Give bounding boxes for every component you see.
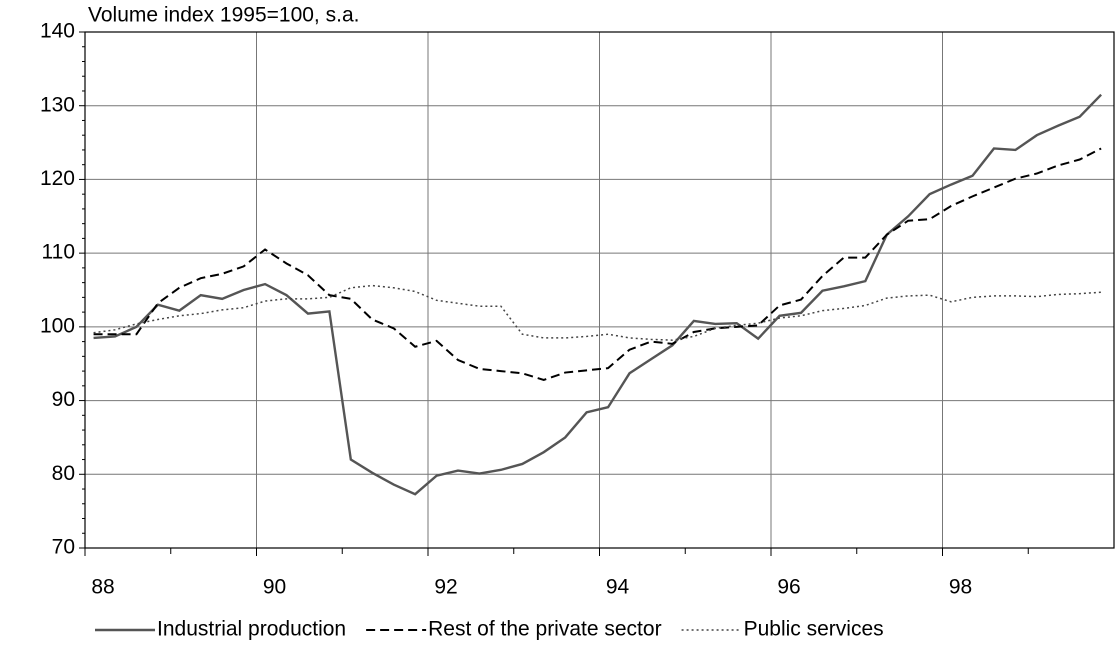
- y-tick-label: 110: [42, 241, 75, 264]
- y-tick-label: 90: [52, 388, 75, 411]
- series-line: [93, 147, 1102, 381]
- legend-label: Public services: [744, 618, 884, 641]
- legend-label: Rest of the private sector: [428, 618, 661, 641]
- series-line: [93, 93, 1102, 496]
- plot-frame: [84, 31, 1115, 549]
- y-axis-label: Volume index 1995=100, s.a.: [88, 4, 359, 27]
- y-tick-label: 120: [40, 167, 75, 190]
- x-tick-label: 94: [606, 576, 630, 599]
- x-tick-label: 92: [434, 576, 457, 599]
- x-tick-label: 98: [949, 576, 972, 599]
- x-tick-label: 96: [777, 576, 800, 599]
- x-tick-label: 88: [91, 576, 114, 599]
- y-tick-label: 100: [40, 314, 75, 337]
- y-tick-label: 70: [52, 536, 75, 559]
- series-line: [93, 284, 1102, 341]
- legend-label: Industrial production: [157, 618, 346, 641]
- x-tick-label: 90: [263, 576, 286, 599]
- y-tick-label: 140: [40, 20, 75, 43]
- y-tick-label: 80: [52, 462, 75, 485]
- y-tick-label: 130: [40, 93, 75, 116]
